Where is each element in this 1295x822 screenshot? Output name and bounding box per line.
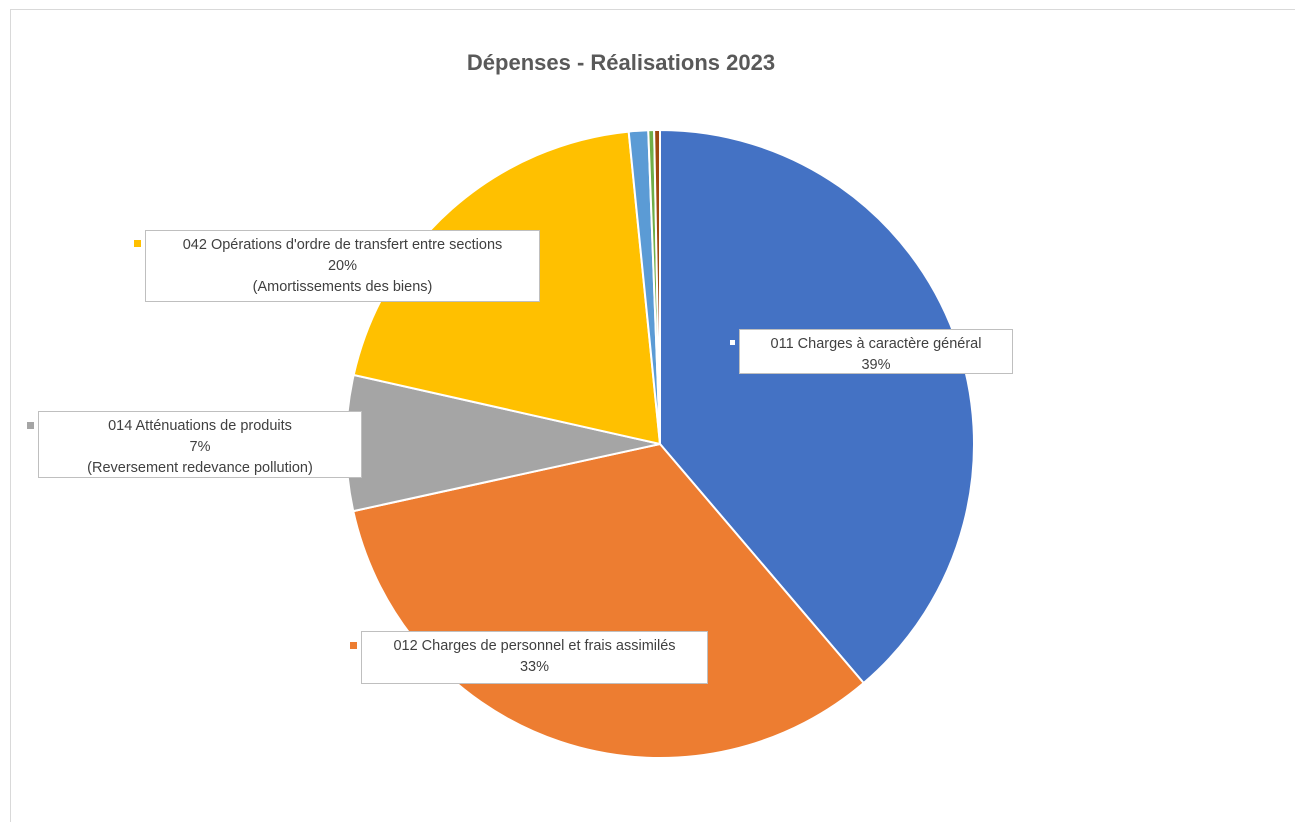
- legend-marker-042: [134, 240, 141, 247]
- legend-marker-012: [350, 642, 357, 649]
- slice-label-042: 042 Opérations d'ordre de transfert entr…: [182, 237, 503, 253]
- slice-label-012: 012 Charges de personnel et frais assimi…: [393, 638, 676, 654]
- data-label-042: 042 Opérations d'ordre de transfert entr…: [134, 230, 540, 302]
- slice-pct-014: 7%: [189, 439, 211, 455]
- slice-note-042: (Amortissements des biens): [252, 279, 433, 295]
- slice-small-3: [653, 128, 661, 445]
- slice-label-011: 011 Charges à caractère général: [770, 336, 982, 352]
- slice-pct-011: 39%: [861, 357, 891, 373]
- data-label-011: 011 Charges à caractère général 39%: [728, 329, 1013, 374]
- slice-pct-042: 20%: [327, 258, 358, 274]
- data-label-012: 012 Charges de personnel et frais assimi…: [350, 631, 708, 684]
- slice-note-014: (Reversement redevance pollution): [87, 460, 313, 476]
- data-label-014: 014 Atténuations de produits 7% (Reverse…: [27, 411, 362, 478]
- slice-label-014: 014 Atténuations de produits: [108, 418, 292, 434]
- chart-title: Dépenses - Réalisations 2023: [466, 50, 776, 75]
- slice-pct-012: 33%: [519, 659, 550, 675]
- legend-marker-011: [728, 338, 737, 347]
- legend-marker-014: [27, 422, 34, 429]
